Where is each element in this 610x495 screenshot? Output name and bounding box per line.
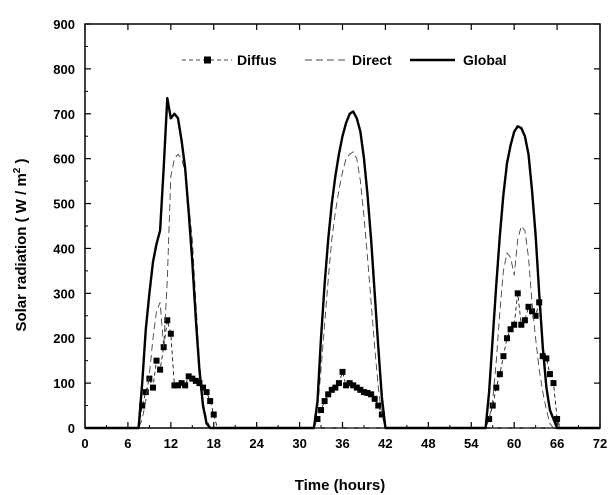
diffus-point — [360, 389, 367, 396]
x-axis-ticks: 0 6 12 18 24 30 36 42 48 54 60 66 72 — [81, 24, 607, 451]
diffus-point — [514, 290, 521, 297]
diffus-point — [203, 389, 210, 396]
diffus-point — [210, 411, 217, 418]
diffus-point — [353, 384, 360, 391]
y-axis-title-main: Solar radiation ( W / m — [13, 173, 30, 331]
y-axis-title-close: ) — [13, 158, 30, 167]
diffus-point — [486, 416, 493, 423]
series-line-diffus — [85, 293, 600, 429]
x-tick-label: 42 — [378, 436, 392, 451]
diffus-point — [554, 416, 561, 423]
y-tick-label: 200 — [53, 331, 75, 346]
x-tick-label: 18 — [207, 436, 221, 451]
diffus-point — [521, 317, 528, 324]
diffus-point — [550, 380, 557, 387]
diffus-point — [207, 398, 214, 405]
diffus-point — [529, 308, 536, 315]
diffus-point — [504, 335, 511, 342]
y-axis-title-superscript: 2 — [12, 167, 23, 173]
diffus-point — [192, 377, 199, 384]
diffus-point — [489, 402, 496, 409]
y-tick-label: 600 — [53, 152, 75, 167]
diffus-point — [321, 398, 328, 405]
x-tick-label: 0 — [81, 436, 88, 451]
x-tick-label: 66 — [550, 436, 564, 451]
diffus-point — [178, 380, 185, 387]
diffus-point — [364, 389, 371, 396]
x-tick-label: 30 — [292, 436, 306, 451]
diffus-point — [153, 357, 160, 364]
x-tick-label: 6 — [124, 436, 131, 451]
x-tick-label: 48 — [421, 436, 435, 451]
diffus-point — [371, 395, 378, 402]
diffus-point — [543, 355, 550, 362]
diffus-point — [146, 375, 153, 382]
diffus-point — [368, 391, 375, 398]
diffus-point — [378, 411, 385, 418]
diffus-point — [532, 312, 539, 319]
diffus-point — [343, 382, 350, 389]
diffus-point — [314, 416, 321, 423]
diffus-point — [196, 380, 203, 387]
diffus-point — [357, 386, 364, 393]
legend-diffus-marker — [204, 56, 211, 64]
series-line-direct — [485, 225, 600, 429]
diffus-point — [335, 380, 342, 387]
diffus-point — [189, 375, 196, 382]
x-tick-label: 12 — [164, 436, 178, 451]
y-tick-label: 500 — [53, 197, 75, 212]
diffus-point — [149, 384, 156, 391]
series-line-global — [85, 96, 600, 430]
diffus-point — [507, 326, 514, 333]
diffus-point — [328, 386, 335, 393]
legend-diffus-label: Diffus — [237, 52, 277, 68]
x-axis-title: Time (hours) — [295, 477, 386, 494]
diffus-point — [325, 391, 332, 398]
legend-direct-label: Direct — [352, 52, 392, 68]
diffus-point — [350, 382, 357, 389]
diffus-point — [171, 382, 178, 389]
diffus-point — [511, 321, 518, 328]
diffus-point — [200, 384, 207, 391]
diffus-point — [346, 380, 353, 387]
x-tick-label: 54 — [464, 436, 479, 451]
y-tick-label: 400 — [53, 241, 75, 256]
diffus-point — [182, 382, 189, 389]
diffus-point — [375, 402, 382, 409]
x-tick-label: 24 — [249, 436, 264, 451]
x-tick-label: 72 — [593, 436, 607, 451]
y-tick-label: 900 — [53, 17, 75, 32]
diffus-point — [546, 371, 553, 378]
x-tick-label: 60 — [507, 436, 521, 451]
diffus-point — [185, 373, 192, 380]
y-tick-label: 300 — [53, 286, 75, 301]
y-axis-title: Solar radiation ( W / m2 ) — [12, 158, 30, 331]
diffus-point — [142, 389, 149, 396]
diffus-point — [500, 353, 507, 360]
diffus-point — [339, 368, 346, 375]
diffus-point — [157, 366, 164, 373]
y-axis-ticks: 0 100 200 300 400 500 600 700 800 900 — [53, 17, 600, 436]
y-tick-label: 100 — [53, 376, 75, 391]
x-tick-label: 36 — [335, 436, 349, 451]
diffus-point — [332, 384, 339, 391]
legend-global-label: Global — [463, 52, 507, 68]
diffus-point — [518, 321, 525, 328]
diffus-point — [164, 317, 171, 324]
legend: Diffus Direct Global — [182, 52, 507, 68]
diffus-point — [167, 330, 174, 337]
diffus-point — [174, 382, 181, 389]
diffus-point — [525, 303, 532, 310]
diffus-point — [496, 371, 503, 378]
series-group — [85, 96, 600, 430]
diffus-point — [493, 384, 500, 391]
y-tick-label: 0 — [68, 421, 75, 436]
y-tick-label: 800 — [53, 62, 75, 77]
diffus-point — [318, 407, 325, 414]
y-tick-label: 700 — [53, 107, 75, 122]
series-line-direct — [313, 151, 386, 429]
diffus-point — [139, 402, 146, 409]
